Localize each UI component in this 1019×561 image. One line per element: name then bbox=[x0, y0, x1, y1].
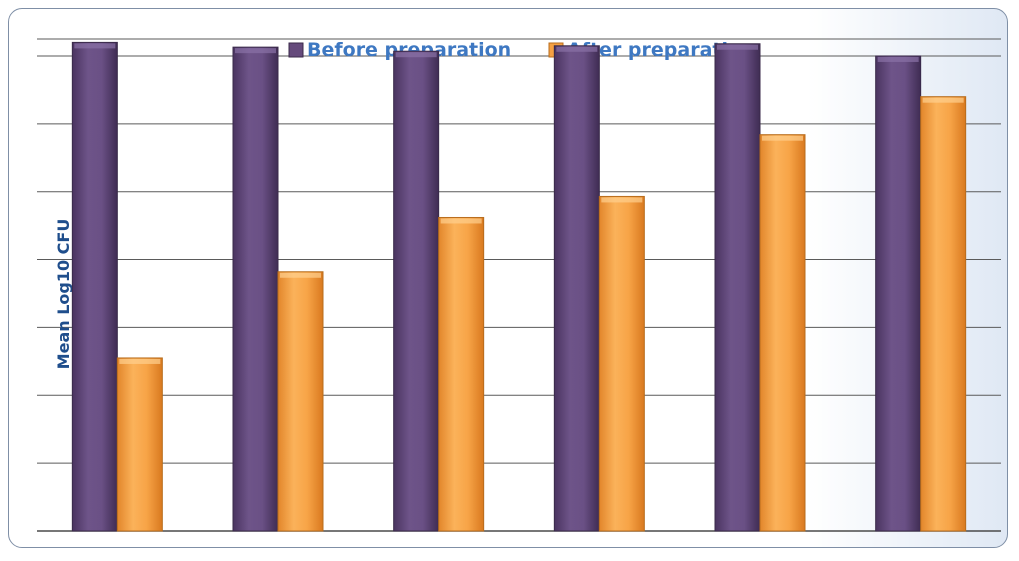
bar-after-1 bbox=[116, 357, 163, 532]
bar-before-2 bbox=[232, 46, 279, 532]
bar-before-6 bbox=[875, 55, 922, 532]
bar-before-cap-4 bbox=[556, 46, 598, 52]
legend: Before preparation After preparation bbox=[288, 39, 755, 61]
bars bbox=[71, 41, 967, 532]
bar-before-4 bbox=[553, 45, 600, 532]
bar-after-cap-6 bbox=[922, 97, 964, 103]
bar-after-cap-5 bbox=[762, 135, 803, 141]
gridlines bbox=[37, 38, 1001, 532]
bar-after-6 bbox=[920, 96, 967, 532]
legend-label-after: After preparation bbox=[567, 39, 755, 61]
bar-after-5 bbox=[759, 134, 806, 532]
legend-swatch-before bbox=[288, 42, 304, 58]
bar-before-cap-3 bbox=[395, 52, 437, 58]
bar-after-2 bbox=[277, 271, 324, 532]
bar-after-3 bbox=[438, 216, 485, 532]
bar-after-4 bbox=[598, 195, 645, 532]
bar-after-cap-1 bbox=[119, 358, 161, 364]
y-axis-title: Mean Log10 CFU bbox=[54, 219, 73, 370]
bar-after-cap-4 bbox=[601, 197, 643, 203]
bar-after-cap-2 bbox=[280, 272, 321, 278]
chart-frame: Before preparation After preparation Mea… bbox=[8, 8, 1008, 548]
bar-before-cap-5 bbox=[717, 44, 758, 50]
bar-before-cap-6 bbox=[877, 56, 919, 62]
bar-after-cap-3 bbox=[440, 218, 482, 224]
bar-before-1 bbox=[71, 41, 118, 532]
legend-label-before: Before preparation bbox=[307, 39, 511, 61]
bar-before-cap-1 bbox=[74, 43, 116, 49]
bar-before-5 bbox=[714, 43, 761, 532]
bar-chart: Before preparation After preparation Mea… bbox=[37, 38, 1001, 532]
bar-before-3 bbox=[393, 50, 440, 532]
bar-before-cap-2 bbox=[235, 48, 276, 54]
